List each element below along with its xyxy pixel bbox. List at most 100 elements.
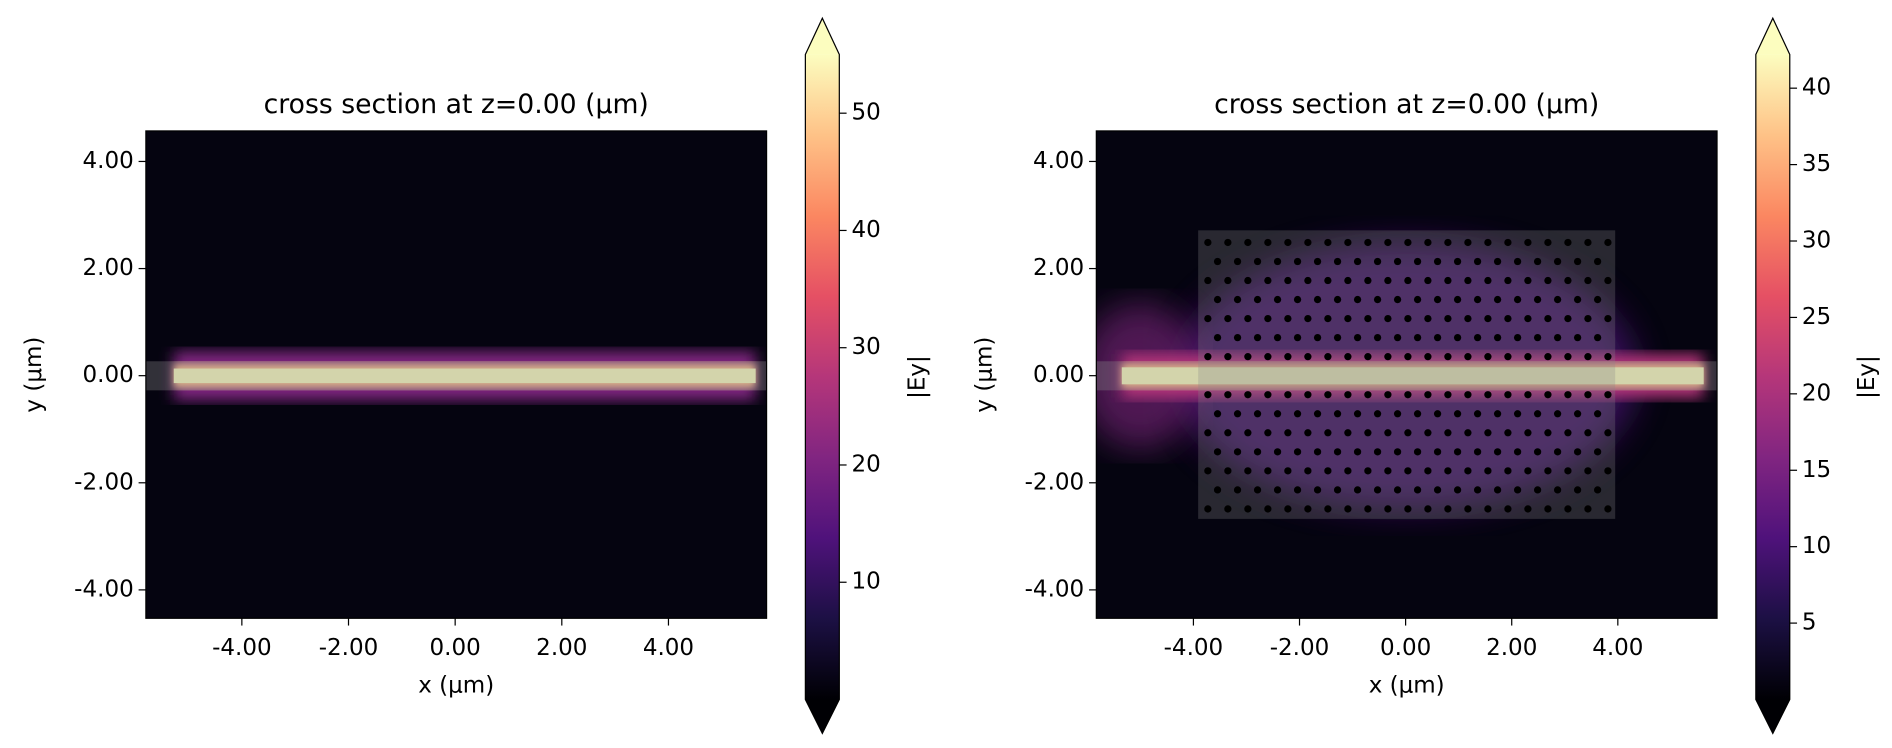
x-tick-label: 2.00 [536,635,587,661]
hole [1313,257,1322,266]
hole [1564,467,1572,475]
hole [1384,391,1392,399]
hole [1444,429,1452,437]
hole [1373,486,1382,494]
hole [1304,238,1312,247]
hole [1364,391,1372,399]
x-tick-label: 0.00 [1380,635,1431,661]
hole [1364,467,1372,475]
hole [1384,429,1392,437]
hole [1433,295,1442,304]
hole [1324,429,1332,437]
hole [1204,391,1212,399]
hole [1353,257,1362,266]
hole [1273,333,1282,342]
hole [1333,448,1342,456]
hole [1204,314,1212,323]
hole [1344,467,1352,475]
hole [1253,257,1262,266]
hole [1493,410,1502,418]
hole [1213,410,1222,418]
hole [1504,505,1512,513]
hole [1244,238,1252,247]
hole [1504,391,1512,399]
hole [1604,238,1612,247]
hole [1244,353,1252,361]
hole [1404,238,1412,247]
x-axis-label: x (μm) [418,673,494,699]
hole [1373,448,1382,456]
x-tick-label: 0.00 [430,635,481,661]
hole [1413,295,1422,304]
hole [1424,391,1432,399]
hole [1313,295,1322,304]
hole [1493,486,1502,494]
hole [1333,486,1342,494]
hole [1273,486,1282,494]
hole [1253,295,1262,304]
hole [1604,353,1612,361]
hole [1544,429,1552,437]
hole [1333,333,1342,342]
hole [1444,314,1452,323]
hole [1433,257,1442,266]
hole [1224,353,1232,361]
hole [1464,314,1472,323]
axes-frame [145,130,768,619]
hole [1364,505,1372,513]
hole [1324,314,1332,323]
hole [1264,391,1272,399]
hole [1413,257,1422,266]
hole [1553,410,1562,418]
hole [1213,257,1222,266]
hole [1453,486,1462,494]
hole [1353,333,1362,342]
hole [1264,467,1272,475]
hole [1504,429,1512,437]
hole [1293,295,1302,304]
chart-title: cross section at z=0.00 (μm) [1214,89,1599,120]
x-tick-label: -2.00 [1270,635,1330,661]
colorbar-tick-label: 40 [1802,75,1831,101]
hole [1604,467,1612,475]
hole [1353,410,1362,418]
hole [1524,505,1532,513]
hole [1213,448,1222,456]
y-axis-label: y (μm) [21,337,47,413]
hole [1364,353,1372,361]
hole [1584,429,1592,437]
hole [1484,467,1492,475]
hole [1473,295,1482,304]
hole [1413,333,1422,342]
x-tick-label: 4.00 [643,635,694,661]
y-axis-label: y (μm) [971,337,997,413]
hole [1553,257,1562,266]
hole [1473,333,1482,342]
hole [1593,486,1602,494]
hole [1464,391,1472,399]
hole [1493,257,1502,266]
hole [1313,448,1322,456]
hole [1324,467,1332,475]
hole [1424,467,1432,475]
hole [1293,448,1302,456]
hole [1513,448,1522,456]
hole [1284,238,1292,247]
y-tick-label: -2.00 [1025,469,1085,495]
hole [1433,410,1442,418]
hole [1244,467,1252,475]
hole [1213,333,1222,342]
colorbar-tick-label: 35 [1802,151,1831,177]
hole [1453,333,1462,342]
hole [1324,276,1332,285]
y-tick-label: 0.00 [1033,362,1084,388]
y-tick-label: 0.00 [82,362,133,388]
hole [1513,486,1522,494]
hole [1533,410,1542,418]
hole [1524,353,1532,361]
hole [1533,448,1542,456]
y-tick-label: -2.00 [74,469,134,495]
hole [1593,448,1602,456]
field-image [1096,130,1718,619]
